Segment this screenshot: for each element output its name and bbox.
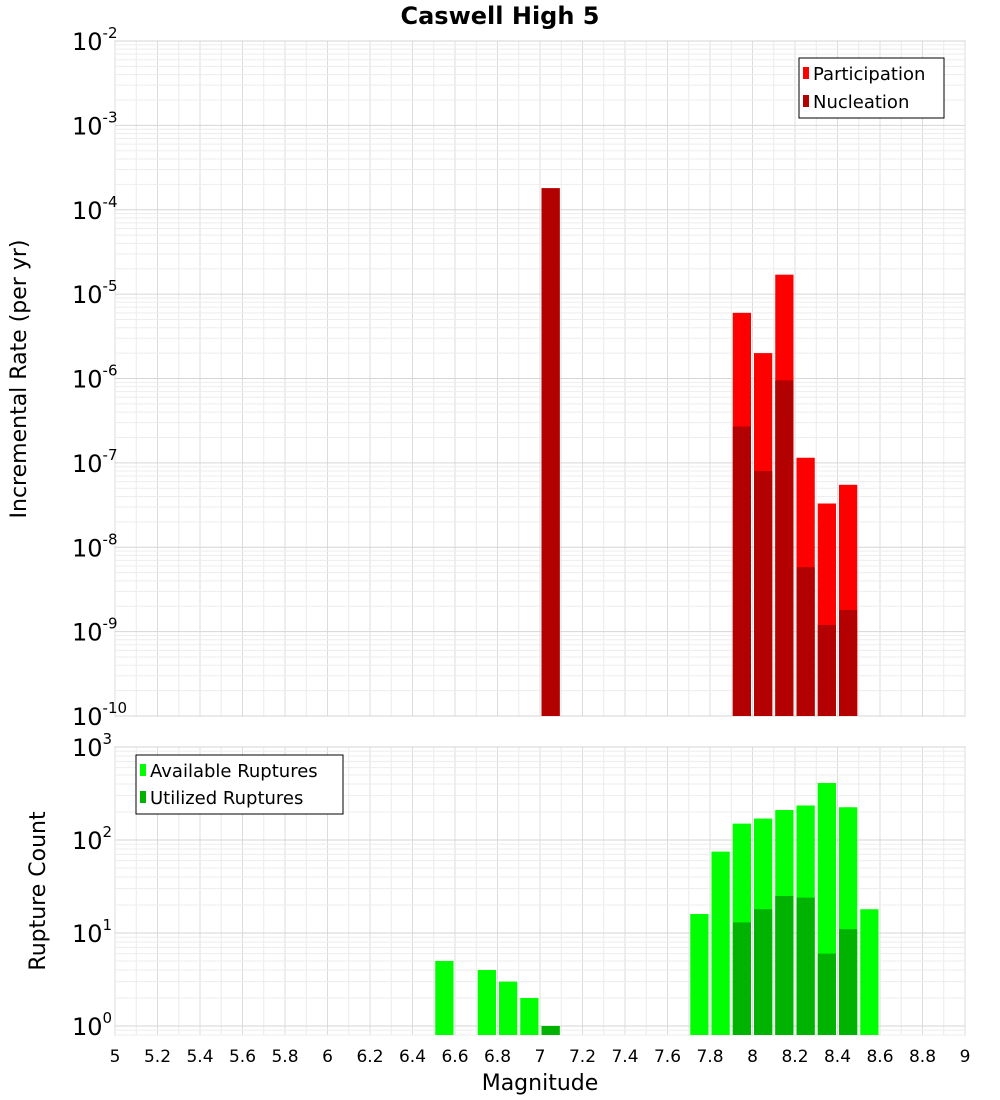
x-tick-label: 7.6 [654, 1047, 681, 1067]
bar-utilized-ruptures [541, 1025, 560, 1035]
y-tick-label: 10-9 [72, 615, 118, 647]
x-tick-label: 7.4 [611, 1047, 638, 1067]
x-tick-label: 8.8 [909, 1047, 936, 1067]
x-tick-label: 5.8 [271, 1047, 298, 1067]
bar-nucleation [796, 567, 815, 716]
rate-legend: Participation Nucleation [798, 57, 945, 119]
y-tick-label: 10-7 [72, 446, 118, 478]
bar-utilized-ruptures [754, 909, 773, 1035]
x-tick-label: 6.2 [356, 1047, 383, 1067]
bar-nucleation [732, 426, 751, 716]
y-tick-label: 10-5 [72, 277, 118, 309]
nucleation-legend-label: Nucleation [813, 92, 909, 113]
x-tick-label: 6.6 [441, 1047, 468, 1067]
count-legend-box [135, 754, 344, 815]
x-tick-label: 5 [110, 1047, 121, 1067]
bar-available-ruptures [499, 981, 518, 1035]
x-tick-label: 7 [535, 1047, 546, 1067]
chart-title: Caswell High 5 [401, 2, 600, 30]
y-tick-label: 101 [72, 916, 112, 948]
y-tick-label: 10-6 [72, 362, 118, 394]
x-tick-label: 5.6 [229, 1047, 256, 1067]
bar-utilized-ruptures [839, 929, 858, 1035]
nucleation-swatch [803, 95, 809, 107]
y-tick-label: 10-8 [72, 530, 118, 562]
bar-nucleation [839, 610, 858, 716]
rate-grid [114, 40, 966, 717]
bar-available-ruptures [711, 851, 730, 1035]
x-tick-label: 5.4 [186, 1047, 213, 1067]
magnitude-x-ticks: 5 5.2 5.4 5.6 5.8 6 6.2 6.4 6.6 6.8 7 7.2 7.4 7.6 7.8 8… [110, 1047, 971, 1067]
x-tick-label: 6.4 [399, 1047, 426, 1067]
x-tick-label: 6 [322, 1047, 333, 1067]
bar-available-ruptures [690, 914, 709, 1035]
y-tick-label: 100 [72, 1009, 112, 1041]
bar-utilized-ruptures [796, 897, 815, 1035]
rate-bars [541, 188, 858, 717]
bar-available-ruptures [435, 960, 454, 1035]
x-tick-label: 5.2 [144, 1047, 171, 1067]
y-tick-label: 10-2 [72, 24, 118, 56]
x-tick-label: 7.2 [569, 1047, 596, 1067]
bar-utilized-ruptures [775, 895, 794, 1035]
rate-y-axis-label: Incremental Rate (per yr) [7, 240, 32, 519]
available-legend-label: Available Ruptures [150, 761, 318, 782]
x-tick-label: 8 [747, 1047, 758, 1067]
count-bars [435, 783, 879, 1035]
count-y-ticks: 103 102 101 100 [72, 730, 112, 1041]
utilized-legend-label: Utilized Ruptures [150, 788, 303, 809]
utilized-swatch [140, 791, 146, 803]
bar-utilized-ruptures [732, 922, 751, 1035]
y-tick-label: 10-4 [72, 193, 118, 225]
bar-utilized-ruptures [817, 953, 836, 1035]
magnitude-x-axis-label: Magnitude [482, 1071, 599, 1096]
rate-panel: 10-2 10-3 10-4 10-5 10-6 10-7 10-8 10-9 10-10 In… [7, 24, 966, 731]
count-y-axis-label: Rupture Count [26, 811, 51, 971]
x-tick-label: 8.4 [824, 1047, 851, 1067]
y-tick-label: 10-10 [72, 699, 127, 731]
count-panel: 103 102 101 100 5 5.2 5.4 5.6 5.8 6 6.2 6.4 6.6 6.8 7… [26, 730, 970, 1096]
bar-nucleation [541, 188, 560, 717]
y-tick-label: 102 [72, 823, 112, 855]
y-tick-label: 10-3 [72, 108, 118, 140]
bar-nucleation [754, 471, 773, 716]
participation-swatch [803, 67, 809, 79]
participation-legend-label: Participation [813, 64, 925, 85]
x-tick-label: 8.2 [781, 1047, 808, 1067]
x-tick-label: 9 [960, 1047, 971, 1067]
available-swatch [140, 764, 146, 776]
bar-nucleation [817, 624, 836, 716]
rate-legend-box [798, 57, 945, 119]
bar-available-ruptures [520, 997, 539, 1035]
bar-available-ruptures [860, 909, 879, 1035]
x-tick-label: 7.8 [696, 1047, 723, 1067]
bar-available-ruptures [477, 969, 496, 1035]
x-tick-label: 6.8 [484, 1047, 511, 1067]
y-tick-label: 103 [72, 730, 112, 762]
bar-nucleation [775, 380, 794, 716]
count-legend: Available Ruptures Utilized Ruptures [135, 754, 344, 815]
x-tick-label: 8.6 [866, 1047, 893, 1067]
